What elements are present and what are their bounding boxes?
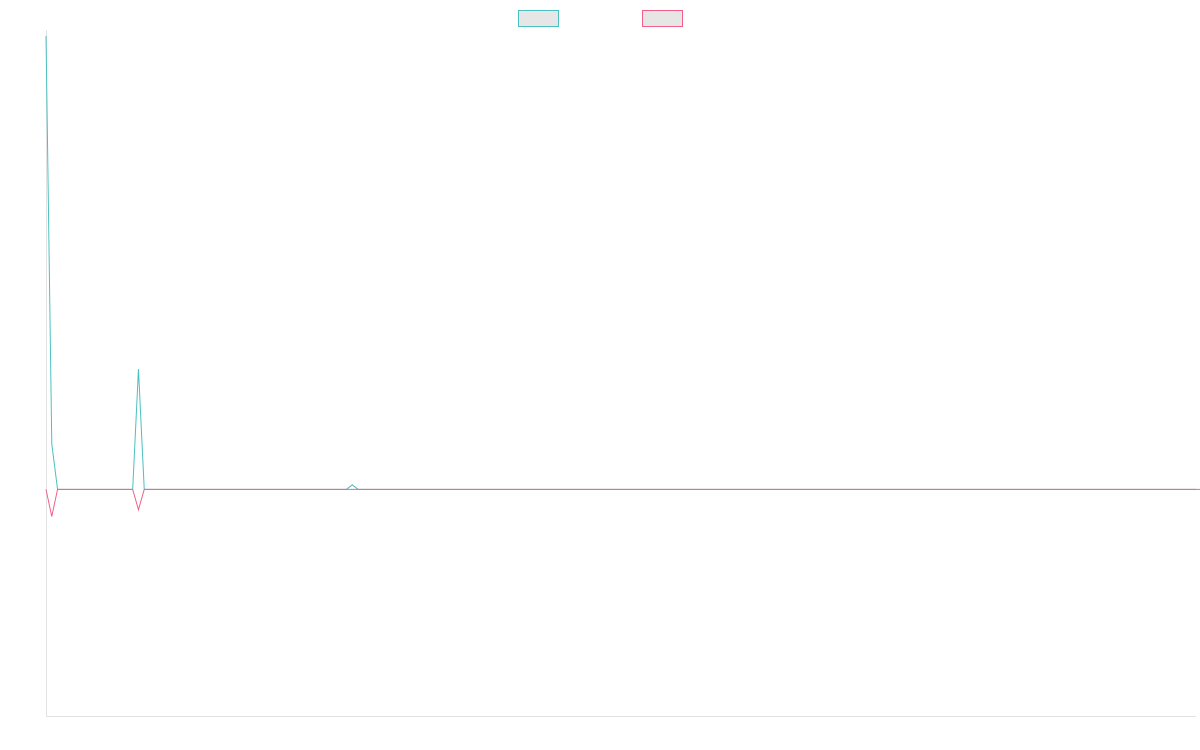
series-line-1[interactable] [45, 35, 1196, 490]
legend[interactable] [518, 10, 683, 27]
legend-swatch-2[interactable] [642, 10, 683, 27]
series-line-2[interactable] [45, 488, 1200, 517]
plot-area [45, 35, 1200, 517]
legend-swatch-1[interactable] [518, 10, 559, 27]
axes [46, 30, 1196, 717]
